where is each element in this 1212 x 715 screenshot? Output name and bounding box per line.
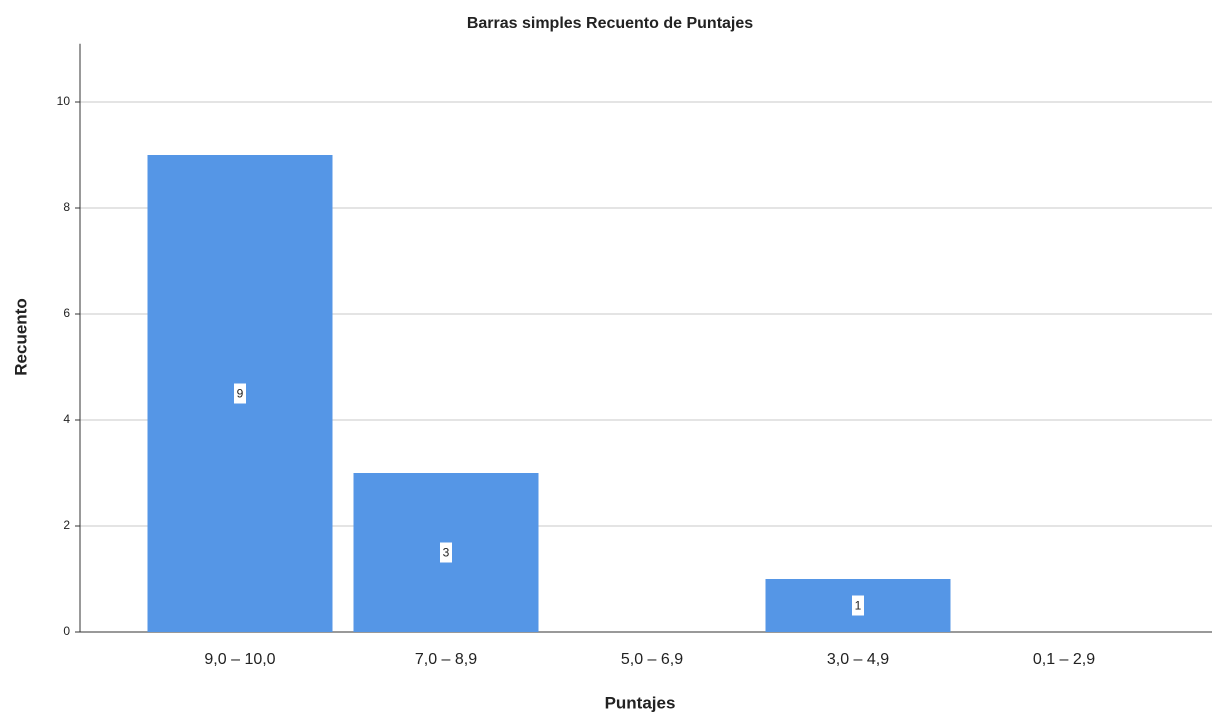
y-tick-label: 10 (57, 94, 71, 108)
data-label-box (234, 383, 246, 404)
y-tick-label: 0 (63, 624, 70, 638)
x-tick-label: 0,1 – 2,9 (1033, 651, 1095, 668)
x-tick-label: 5,0 – 6,9 (621, 651, 683, 668)
y-axis-label: Recuento (11, 298, 30, 375)
data-label: 1 (855, 599, 862, 613)
data-label-box (852, 595, 864, 616)
y-tick-label: 2 (63, 518, 70, 532)
data-label-box (440, 542, 452, 563)
x-axis-label: Puntajes (605, 693, 676, 712)
x-tick-label: 7,0 – 8,9 (415, 651, 477, 668)
y-tick-label: 8 (63, 200, 70, 214)
x-tick-label: 9,0 – 10,0 (204, 651, 275, 668)
data-label: 9 (237, 387, 244, 401)
y-tick-label: 6 (63, 306, 70, 320)
y-tick-label: 4 (63, 412, 70, 426)
data-label: 3 (443, 546, 450, 560)
chart-title: Barras simples Recuento de Puntajes (467, 15, 753, 32)
x-tick-label: 3,0 – 4,9 (827, 651, 889, 668)
